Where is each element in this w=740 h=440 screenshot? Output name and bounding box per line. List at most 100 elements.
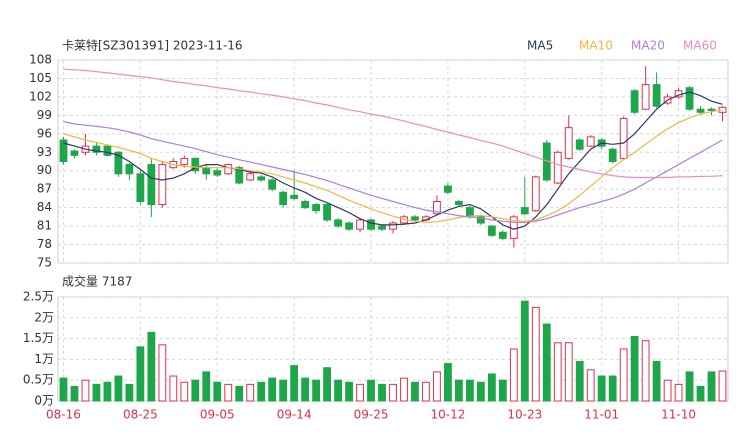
candle-body (531, 176, 540, 212)
candle-body (180, 157, 189, 166)
y-tick-label: 81 (37, 219, 52, 233)
candle-body (158, 164, 167, 206)
volume-bar (422, 381, 430, 402)
y-tick-label: 78 (37, 237, 52, 251)
volume-bar (411, 381, 419, 402)
y-tick-label: 96 (37, 126, 52, 140)
volume-bar (125, 383, 134, 402)
candle-body (224, 164, 233, 175)
volume-bar (70, 385, 79, 402)
candle-body (707, 108, 716, 111)
x-tick-label: 08-16 (46, 408, 81, 422)
candle-body (312, 204, 321, 212)
x-tick-label: 11-01 (584, 408, 619, 422)
candle-body (411, 216, 419, 221)
legend-entry: MA20 (631, 39, 665, 53)
volume-bar (213, 381, 222, 402)
volume-bar (641, 340, 650, 402)
volume-bar (564, 342, 573, 402)
x-tick-label: 08-25 (123, 408, 158, 422)
volume-bar (498, 379, 507, 402)
y-tick-label: 93 (37, 145, 52, 159)
price-frame (57, 59, 729, 264)
y-tick-label: 90 (37, 163, 52, 177)
candle-body (246, 173, 255, 181)
candle-body (136, 173, 145, 202)
volume-bar (158, 344, 167, 402)
volume-bar (202, 371, 211, 402)
volume-bar (553, 342, 562, 402)
candle-body (301, 200, 310, 209)
candle-body (641, 84, 650, 110)
candle-body (213, 170, 222, 176)
volume-bar (433, 371, 441, 402)
candle-body (498, 231, 507, 239)
volume-bar (81, 379, 90, 402)
volume-bar (696, 385, 705, 402)
volume-bar (542, 323, 551, 402)
volume-bar (652, 360, 661, 402)
candle-body (685, 87, 694, 110)
volume-bar (454, 379, 463, 402)
candle-body (92, 145, 101, 153)
volume-bar (323, 367, 332, 402)
legend-entry: MA5 (527, 39, 553, 53)
candle-body (564, 127, 573, 159)
volume-bar (378, 383, 386, 402)
candle-body (147, 164, 156, 206)
volume-bar (312, 379, 321, 402)
volume-bar (444, 363, 452, 402)
y-tick-label: 84 (37, 200, 52, 214)
candle-body (235, 167, 244, 184)
candle-body (696, 108, 705, 113)
x-tick-label: 10-12 (430, 408, 465, 422)
candle-body (520, 207, 529, 215)
ma-line (63, 68, 723, 179)
candle-body (454, 200, 463, 206)
candle-body (630, 90, 639, 113)
volume-bar (224, 383, 233, 402)
volume-bar (235, 385, 244, 402)
volume-tick-label: 1万 (34, 352, 54, 366)
candle-body (268, 179, 277, 190)
volume-bar (367, 379, 375, 402)
candle-body (334, 219, 342, 227)
volume-bar (685, 371, 694, 402)
volume-bar (487, 373, 496, 402)
candle-body (356, 219, 364, 230)
candle-body (323, 204, 332, 221)
volume-bar (476, 381, 485, 402)
volume-bar (465, 379, 474, 402)
volume-tick-label: 2.5万 (23, 290, 54, 304)
chart-title: 卡莱特[SZ301391] 2023-11-16 (62, 38, 243, 53)
volume-bar (180, 381, 189, 402)
volume-bar (400, 377, 408, 402)
volume-bar (103, 381, 112, 402)
candle-body (191, 157, 200, 172)
volume-bar (92, 383, 101, 402)
volume-bar (531, 306, 540, 402)
candle-body (103, 145, 112, 156)
volume-bar (246, 383, 255, 402)
volume-tick-label: 0.5万 (23, 373, 54, 387)
volume-bar (356, 383, 364, 402)
volume-bar (147, 331, 156, 402)
volume-bar (334, 379, 342, 402)
volume-bar (301, 377, 310, 402)
candle-body (433, 200, 441, 215)
volume-bar (59, 377, 68, 402)
candle-body (586, 136, 595, 147)
candle-body (619, 117, 628, 159)
volume-bar (619, 348, 628, 402)
volume-bar (520, 300, 529, 402)
volume-bar (630, 336, 639, 402)
volume-bar (268, 377, 277, 402)
volume-bar (674, 383, 683, 402)
candle-body (487, 225, 496, 236)
x-tick-label: 10-23 (507, 408, 542, 422)
volume-bar (169, 375, 178, 402)
candle-body (345, 222, 353, 230)
volume-tick-label: 0万 (34, 394, 54, 408)
candle-body (476, 216, 485, 224)
candle-body (378, 225, 386, 230)
